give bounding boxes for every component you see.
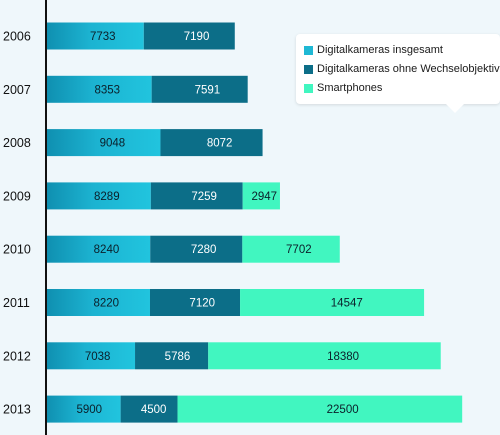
data-label: 7038 [85,351,111,363]
data-label: 8072 [207,138,233,150]
y-tick-label: 2013 [3,403,31,417]
bar-digitalkameras-ohne-wechselobjektiv[interactable] [150,182,243,210]
legend-item-digitalkameras-ohne-wechselobjektiv[interactable]: Digitalkameras ohne Wechselobjektiv [304,61,500,77]
bar-digitalkameras-ohne-wechselobjektiv[interactable] [143,22,235,50]
data-label: 8353 [94,84,120,96]
legend-swatch [304,83,313,93]
data-label: 4500 [141,404,167,416]
bar-digitalkameras-ohne-wechselobjektiv[interactable] [120,395,178,423]
bar-digitalkameras-insgesamt[interactable] [46,289,150,316]
bar-digitalkameras-insgesamt[interactable] [46,129,161,157]
y-tick-label: 2011 [3,296,30,310]
data-label: 8220 [94,298,120,310]
data-label: 9048 [100,138,126,150]
data-label: 7259 [191,191,217,203]
bar-digitalkameras-insgesamt[interactable] [46,395,121,423]
y-tick-label: 2012 [3,349,31,363]
bar-smartphones[interactable] [208,342,441,370]
data-label: 7591 [195,84,221,96]
bar-digitalkameras-insgesamt[interactable] [46,75,152,103]
y-tick-label: 2009 [3,189,31,203]
bar-digitalkameras-insgesamt[interactable] [46,22,144,50]
data-label: 7702 [286,244,312,256]
bar-digitalkameras-ohne-wechselobjektiv[interactable] [160,129,263,157]
data-label: 22500 [327,404,359,416]
y-tick-label: 2010 [3,243,31,257]
legend-swatch [304,64,313,74]
legend-label: Smartphones [317,82,383,94]
data-label: 5900 [76,404,102,416]
bar-smartphones[interactable] [177,395,463,423]
data-label: 8240 [94,244,120,256]
bar-smartphones[interactable] [242,235,340,263]
data-label: 18380 [327,351,359,363]
y-tick-label: 2008 [3,136,31,150]
data-label: 5786 [165,351,191,363]
bar-digitalkameras-insgesamt[interactable] [46,235,151,263]
legend-label: Digitalkameras ohne Wechselobjektiv [317,63,500,75]
bar-smartphones[interactable] [240,289,425,316]
bar-digitalkameras-insgesamt[interactable] [46,182,151,210]
legend-label: Digitalkameras insgesamt [317,44,443,56]
y-axis-tick-labels: 2006 2007 2008 2009 2010 2011 2012 2013 [3,30,31,417]
data-label: 7120 [189,298,215,310]
bar-digitalkameras-ohne-wechselobjektiv[interactable] [151,75,248,103]
bar-digitalkameras-ohne-wechselobjektiv[interactable] [149,289,241,316]
data-label: 7190 [184,31,210,43]
data-label: 7733 [90,31,116,43]
legend: Digitalkameras insgesamt Digitalkameras … [296,34,500,113]
bar-digitalkameras-ohne-wechselobjektiv[interactable] [135,342,209,370]
data-label: 7280 [191,244,217,256]
data-label: 14547 [331,298,363,310]
data-labels: 7733 7190 8353 7591 9048 8072 8289 7259 2947 8240… [76,31,362,416]
bar-digitalkameras-insgesamt[interactable] [46,342,136,370]
legend-item-digitalkameras-insgesamt[interactable]: Digitalkameras insgesamt [304,42,443,58]
y-tick-label: 2006 [3,30,31,44]
y-tick-label: 2007 [3,83,31,97]
bar-digitalkameras-ohne-wechselobjektiv[interactable] [150,235,243,263]
data-label: 8289 [94,191,120,203]
bars [46,22,463,423]
data-label: 2947 [252,191,278,203]
bar-smartphones[interactable] [242,182,280,210]
legend-swatch [304,45,313,55]
legend-item-smartphones[interactable]: Smartphones [304,80,382,96]
